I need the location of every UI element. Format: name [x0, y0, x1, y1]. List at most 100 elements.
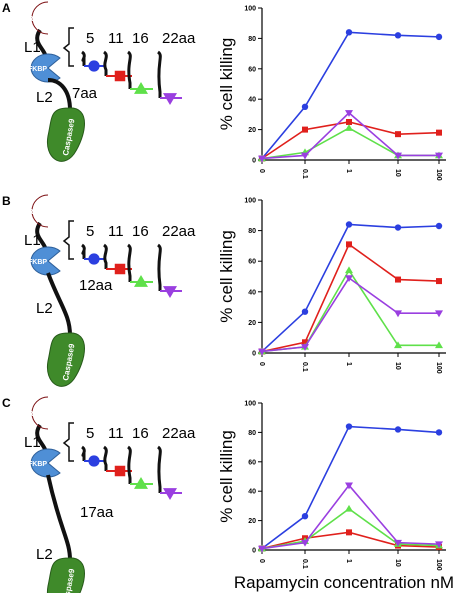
linker-marker — [134, 82, 148, 94]
linker-strand — [156, 243, 162, 291]
series-line — [261, 268, 439, 353]
x-tick-label: 1 — [345, 169, 352, 173]
chart-panel: 0 20 40 60 80 100 0 0.1 1 10 100 % cell killing Rapa… — [217, 401, 454, 593]
linker-length-label: 22aa — [162, 30, 196, 47]
linker-marker — [88, 455, 100, 467]
data-point — [301, 152, 309, 160]
data-point — [301, 103, 309, 111]
linker-marker — [88, 253, 100, 265]
data-point — [435, 341, 443, 349]
y-tick-label: 20 — [248, 518, 256, 525]
data-point — [301, 539, 309, 547]
data-point — [345, 275, 353, 283]
l2-label: L2 — [36, 89, 53, 106]
linker-marker — [163, 286, 177, 298]
data-point — [435, 33, 443, 41]
l1-label: L1 — [24, 434, 41, 451]
y-axis-label: % cell killing — [217, 38, 236, 131]
linker-strand — [80, 445, 86, 461]
y-tick-label: 60 — [248, 259, 256, 266]
series-line — [261, 243, 440, 353]
data-point — [301, 308, 309, 315]
frb-label: FRB — [24, 209, 38, 216]
linker-length-label: 11 — [108, 425, 124, 442]
y-tick-label: 80 — [248, 430, 256, 437]
fkbp-domain — [30, 246, 61, 276]
data-point — [435, 541, 443, 549]
y-tick-label: 20 — [248, 320, 256, 327]
data-point — [301, 512, 309, 520]
y-tick-label: 40 — [248, 289, 256, 296]
y-tick-label: 80 — [248, 36, 256, 43]
l2-linker — [46, 474, 72, 561]
data-point — [394, 224, 402, 231]
l1-label: L1 — [24, 39, 41, 56]
data-point — [394, 32, 402, 39]
linker-strand — [102, 445, 108, 471]
l2-label: L2 — [36, 300, 53, 317]
linker-marker — [163, 93, 177, 105]
data-point — [346, 241, 352, 248]
y-tick-label: 20 — [248, 127, 256, 134]
linker-length-label: 5 — [86, 223, 94, 240]
linker-length-label: 5 — [86, 425, 94, 442]
data-point — [345, 266, 353, 274]
linker-marker — [114, 465, 126, 477]
fkbp-label: FKBP — [28, 259, 47, 266]
x-tick-label: 10 — [394, 559, 401, 567]
l2-length-label: 17aa — [80, 504, 114, 521]
data-point — [394, 310, 402, 318]
data-point — [345, 423, 353, 430]
data-point — [395, 276, 401, 283]
l2-label: L2 — [36, 546, 53, 563]
x-tick-label: 0.1 — [301, 169, 308, 179]
data-point — [345, 124, 353, 131]
x-tick-label: 100 — [435, 169, 442, 181]
series-line — [261, 484, 440, 550]
x-tick-label: 0.1 — [301, 559, 308, 569]
data-point — [345, 110, 353, 117]
linker-strand — [102, 243, 108, 269]
y-axis-label: % cell killing — [217, 430, 236, 523]
data-point — [436, 129, 442, 136]
data-point — [346, 529, 352, 536]
panel-letter: C — [2, 396, 11, 410]
l2-linker — [46, 272, 72, 336]
linker-strand — [126, 445, 132, 484]
data-point — [302, 126, 308, 133]
y-tick-label: 100 — [244, 6, 256, 13]
series-line — [261, 276, 439, 353]
linker-length-label: 16 — [132, 425, 149, 442]
x-tick-label: 10 — [394, 362, 401, 370]
linker-marker — [163, 488, 177, 500]
x-tick-label: 0.1 — [301, 362, 308, 372]
data-point — [345, 482, 353, 490]
fkbp-label: FKBP — [28, 66, 47, 73]
frb-domain — [31, 396, 49, 430]
linker-length-label: 16 — [132, 30, 149, 47]
x-axis-label: Rapamycin concentration nM — [234, 573, 454, 592]
data-point — [436, 278, 442, 285]
caspase9-domain — [46, 332, 85, 387]
linker-length-label: 22aa — [162, 425, 196, 442]
x-tick-label: 1 — [345, 362, 352, 366]
frb-domain — [31, 194, 49, 228]
linker-strand — [156, 50, 162, 98]
caspase9-domain — [46, 107, 85, 162]
x-tick-label: 100 — [435, 559, 442, 571]
y-tick-label: 40 — [248, 97, 256, 104]
linker-marker — [114, 263, 126, 275]
caspase9-domain — [47, 557, 85, 593]
x-tick-label: 0 — [258, 169, 265, 173]
chart-panel: 0 20 40 60 80 100 0 0.1 1 10 100 % cell killing — [217, 198, 446, 374]
linker-strand — [126, 50, 132, 89]
data-point — [345, 29, 353, 36]
x-tick-label: 1 — [345, 559, 352, 563]
y-tick-label: 0 — [252, 351, 256, 358]
data-point — [435, 152, 443, 160]
y-tick-label: 100 — [244, 198, 256, 205]
linker-strand — [80, 50, 86, 66]
data-point — [258, 155, 266, 163]
